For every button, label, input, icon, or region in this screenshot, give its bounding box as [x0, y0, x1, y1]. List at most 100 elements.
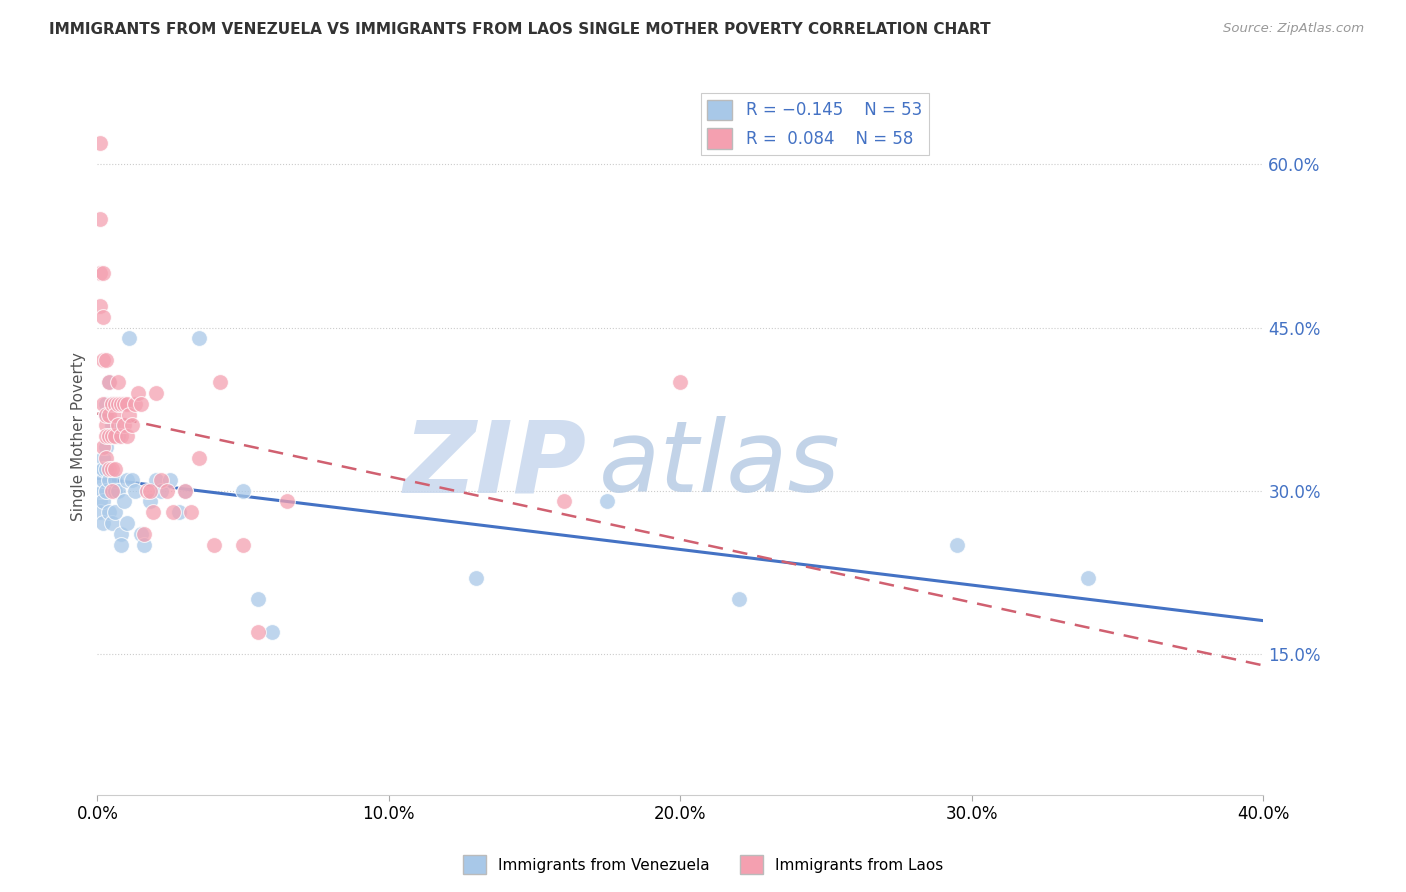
Point [129, 397, 152, 411]
Point [94, 353, 117, 368]
Text: Source: ZipAtlas.com: Source: ZipAtlas.com [1223, 22, 1364, 36]
Point [124, 483, 146, 498]
Point [208, 375, 231, 389]
Point [94, 440, 117, 454]
Point [246, 592, 269, 607]
Point [946, 538, 969, 552]
Point [553, 494, 575, 508]
Text: atlas: atlas [599, 417, 841, 514]
Point [180, 505, 202, 519]
Point [188, 450, 211, 465]
Point [104, 408, 127, 422]
Point [98, 462, 121, 476]
Point [110, 538, 132, 552]
Point [104, 462, 127, 476]
Point [127, 385, 149, 400]
Point [94, 397, 117, 411]
Point [167, 505, 190, 519]
Point [98, 505, 121, 519]
Point [669, 375, 692, 389]
Point [101, 516, 124, 531]
Point [98, 375, 121, 389]
Point [115, 429, 138, 443]
Point [91, 483, 114, 498]
Point [94, 462, 117, 476]
Point [188, 331, 211, 345]
Point [202, 538, 225, 552]
Point [101, 462, 124, 476]
Point [89, 505, 111, 519]
Point [132, 538, 155, 552]
Text: IMMIGRANTS FROM VENEZUELA VS IMMIGRANTS FROM LAOS SINGLE MOTHER POVERTY CORRELAT: IMMIGRANTS FROM VENEZUELA VS IMMIGRANTS … [49, 22, 991, 37]
Point [104, 473, 127, 487]
Point [107, 483, 129, 498]
Point [98, 408, 121, 422]
Point [159, 473, 181, 487]
Point [232, 538, 254, 552]
Point [232, 483, 254, 498]
Point [89, 211, 111, 226]
Point [98, 429, 121, 443]
Point [145, 473, 167, 487]
Point [104, 397, 127, 411]
Point [139, 483, 162, 498]
Point [139, 494, 162, 508]
Point [104, 505, 127, 519]
Point [1077, 571, 1099, 585]
Point [101, 429, 124, 443]
Point [162, 505, 184, 519]
Point [94, 483, 117, 498]
Point [596, 494, 619, 508]
Point [89, 473, 111, 487]
Point [145, 385, 167, 400]
Point [173, 483, 195, 498]
Point [89, 136, 111, 150]
Point [121, 473, 143, 487]
Point [112, 397, 135, 411]
Point [94, 450, 117, 465]
Point [115, 516, 138, 531]
Point [94, 429, 117, 443]
Point [110, 397, 132, 411]
Point [89, 266, 111, 280]
Point [101, 418, 124, 433]
Point [112, 494, 135, 508]
Point [101, 397, 124, 411]
Text: ZIP: ZIP [404, 417, 588, 514]
Point [91, 310, 114, 324]
Point [94, 418, 117, 433]
Point [276, 494, 298, 508]
Point [129, 527, 152, 541]
Legend: Immigrants from Venezuela, Immigrants from Laos: Immigrants from Venezuela, Immigrants fr… [457, 849, 949, 880]
Point [104, 429, 127, 443]
Point [91, 516, 114, 531]
Point [89, 483, 111, 498]
Point [101, 397, 124, 411]
Point [91, 494, 114, 508]
Point [91, 473, 114, 487]
Point [110, 527, 132, 541]
Point [89, 299, 111, 313]
Point [107, 397, 129, 411]
Point [91, 462, 114, 476]
Point [98, 375, 121, 389]
Point [107, 418, 129, 433]
Point [89, 494, 111, 508]
Point [91, 440, 114, 454]
Point [101, 483, 124, 498]
Point [727, 592, 749, 607]
Point [115, 473, 138, 487]
Point [121, 418, 143, 433]
Point [89, 462, 111, 476]
Point [132, 527, 155, 541]
Point [112, 418, 135, 433]
Point [110, 429, 132, 443]
Point [98, 429, 121, 443]
Point [115, 397, 138, 411]
Point [150, 483, 173, 498]
Point [107, 429, 129, 443]
Point [91, 397, 114, 411]
Point [142, 505, 165, 519]
Point [118, 331, 141, 345]
Point [124, 397, 146, 411]
